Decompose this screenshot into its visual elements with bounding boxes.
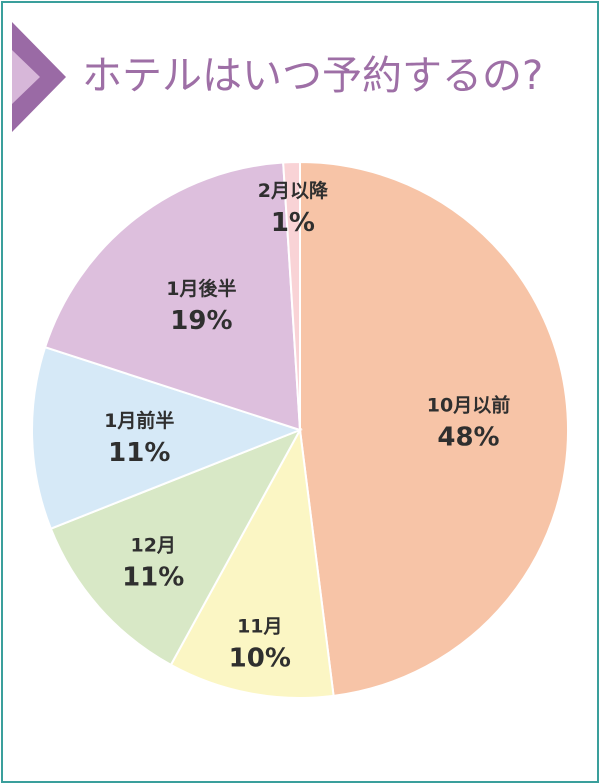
pie-slice: [169, 426, 335, 699]
pie-slice: [299, 160, 570, 698]
pie-slice: [282, 160, 301, 431]
slice-label: 1月前半: [104, 409, 174, 432]
pie-slices: [31, 160, 570, 699]
slice-value-label: 11%: [108, 438, 170, 468]
pie-slice: [31, 345, 303, 530]
slice-label: 10月以前: [427, 393, 510, 416]
pie-labels: 10月以前 48% 11月 10% 12月 11% 1月前半 11% 1月後半 19% 2月以降 1%: [104, 179, 510, 674]
slice-value-label: 1%: [271, 208, 315, 238]
slice-label: 2月以降: [258, 179, 329, 202]
slice-value-label: 11%: [122, 562, 184, 592]
slice-label: 1月後半: [166, 277, 236, 300]
slice-value-label: 48%: [437, 422, 499, 452]
title-bar: ホテルはいつ予約するの?: [0, 0, 596, 140]
pie-slice: [43, 161, 302, 432]
slice-value-label: 19%: [170, 306, 232, 336]
chart-title: ホテルはいつ予約するの?: [82, 53, 544, 99]
title-arrow-icon: [12, 22, 66, 132]
slice-label: 11月: [237, 616, 282, 638]
slice-value-label: 10%: [229, 644, 291, 674]
pie-slice: [49, 428, 303, 667]
slice-label: 12月: [130, 534, 175, 556]
